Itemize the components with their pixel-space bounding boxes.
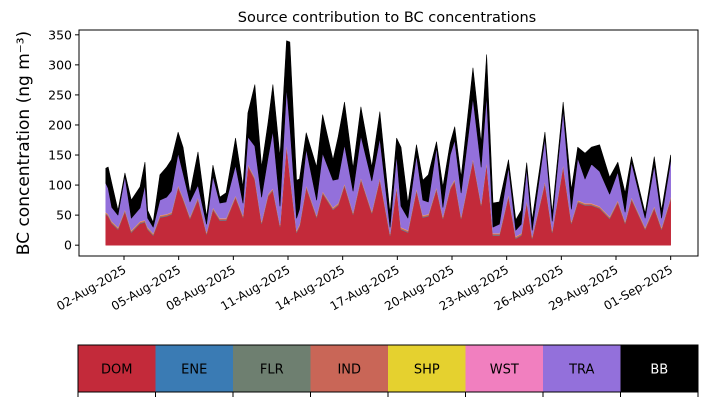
legend-label-flr: FLR (260, 363, 284, 378)
y-tick-label: 0 (64, 238, 72, 253)
legend-label-dom: DOM (101, 363, 132, 378)
y-tick-label: 150 (48, 148, 72, 163)
chart-title: Source contribution to BC concentrations (238, 10, 536, 26)
legend: DOM ENE FLR IND SHP WST TRA BB (77, 344, 699, 397)
y-tick-label: 250 (48, 87, 72, 102)
y-axis-label: BC concentration (ng m⁻³) (14, 31, 34, 255)
y-tick-label: 300 (48, 57, 72, 72)
y-tick-label: 350 (48, 27, 72, 42)
legend-swatch-ene (155, 345, 234, 392)
legend-label-ene: ENE (181, 363, 207, 378)
legend-swatch-dom (78, 345, 156, 392)
series-areas (105, 40, 671, 246)
legend-swatch-flr (233, 345, 311, 392)
legend-label-tra: TRA (568, 363, 594, 378)
y-tick-label: 200 (48, 117, 72, 132)
legend-swatch-wst (465, 345, 544, 392)
legend-swatch-tra (543, 345, 621, 392)
legend-label-wst: WST (490, 363, 519, 378)
legend-swatch-bb (620, 345, 699, 392)
legend-swatch-shp (388, 345, 466, 392)
y-tick-label: 50 (56, 208, 72, 223)
legend-label-bb: BB (650, 363, 668, 378)
legend-label-shp: SHP (414, 363, 440, 378)
y-tick-label: 100 (48, 178, 72, 193)
legend-label-ind: IND (337, 363, 361, 378)
plot-frame (78, 29, 699, 257)
legend-swatch-ind (310, 345, 389, 392)
area-bb (105, 40, 671, 231)
